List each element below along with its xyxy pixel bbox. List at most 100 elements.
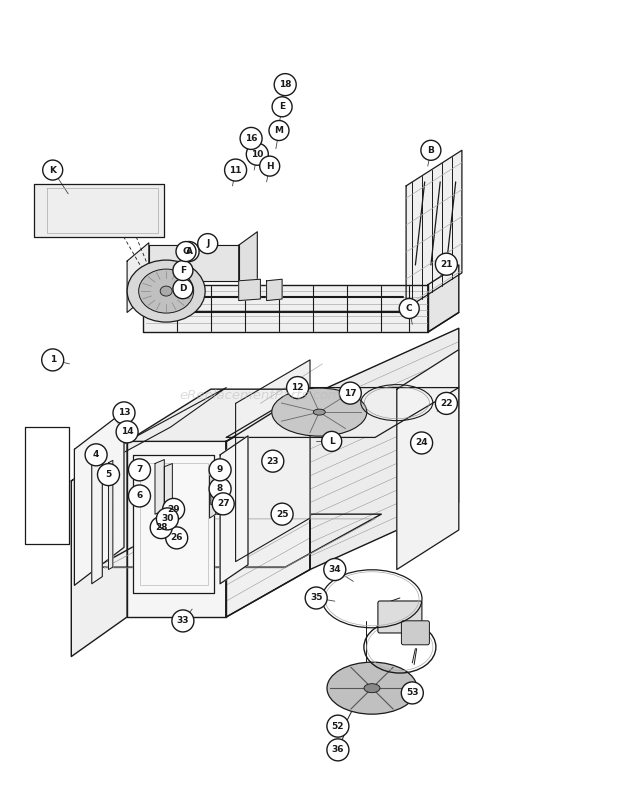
Text: B: B: [427, 146, 435, 155]
Polygon shape: [226, 396, 310, 617]
Text: 12: 12: [291, 383, 304, 392]
Circle shape: [172, 610, 194, 632]
Text: eReplacementParts.com: eReplacementParts.com: [179, 389, 342, 402]
Text: 1: 1: [50, 355, 56, 365]
Ellipse shape: [160, 286, 172, 296]
Circle shape: [262, 450, 284, 472]
Polygon shape: [96, 514, 381, 567]
Text: 52: 52: [332, 721, 344, 731]
Text: 17: 17: [344, 388, 356, 398]
Circle shape: [150, 517, 172, 539]
Polygon shape: [310, 328, 459, 570]
Text: 10: 10: [251, 149, 264, 159]
Text: 5: 5: [105, 470, 112, 479]
Circle shape: [286, 377, 309, 399]
Polygon shape: [92, 447, 102, 584]
Circle shape: [305, 587, 327, 609]
Polygon shape: [226, 389, 310, 617]
Text: 21: 21: [440, 259, 453, 269]
Text: 13: 13: [118, 408, 130, 418]
Text: 6: 6: [136, 491, 143, 501]
Polygon shape: [127, 437, 226, 617]
Circle shape: [166, 527, 188, 549]
Circle shape: [43, 160, 63, 180]
Polygon shape: [71, 388, 226, 481]
Text: 4: 4: [93, 450, 99, 460]
Circle shape: [176, 241, 196, 262]
Text: 33: 33: [177, 616, 189, 626]
Polygon shape: [226, 388, 459, 437]
Circle shape: [156, 508, 179, 530]
FancyBboxPatch shape: [378, 601, 422, 633]
Polygon shape: [397, 350, 459, 570]
Text: A: A: [185, 247, 193, 256]
Text: H: H: [266, 161, 273, 171]
Text: C: C: [406, 304, 412, 313]
Text: F: F: [180, 266, 186, 275]
Circle shape: [421, 140, 441, 161]
Circle shape: [327, 715, 349, 737]
Polygon shape: [428, 265, 459, 332]
Circle shape: [324, 558, 346, 581]
Text: 30: 30: [161, 514, 174, 524]
Circle shape: [212, 493, 234, 515]
Circle shape: [339, 382, 361, 404]
Polygon shape: [108, 460, 113, 570]
Text: 7: 7: [136, 465, 143, 475]
Circle shape: [272, 97, 292, 117]
Text: 8: 8: [217, 484, 223, 494]
Ellipse shape: [127, 260, 205, 322]
Text: 34: 34: [329, 565, 341, 574]
Circle shape: [240, 127, 262, 149]
Circle shape: [435, 253, 458, 275]
Text: 23: 23: [267, 456, 279, 466]
Circle shape: [128, 485, 151, 507]
Text: 24: 24: [415, 438, 428, 448]
Text: 9: 9: [217, 465, 223, 475]
Circle shape: [116, 421, 138, 443]
Text: 11: 11: [229, 165, 242, 175]
Text: 53: 53: [406, 688, 419, 698]
Text: D: D: [179, 284, 187, 293]
Text: M: M: [275, 126, 283, 135]
Ellipse shape: [139, 269, 193, 313]
Text: 29: 29: [167, 505, 180, 514]
Polygon shape: [143, 285, 428, 332]
Polygon shape: [34, 184, 164, 237]
Text: 28: 28: [155, 523, 167, 532]
Circle shape: [85, 444, 107, 466]
Ellipse shape: [327, 662, 417, 714]
Ellipse shape: [272, 388, 367, 436]
Circle shape: [399, 298, 419, 319]
Text: 18: 18: [279, 80, 291, 89]
FancyBboxPatch shape: [401, 621, 430, 645]
Circle shape: [128, 459, 151, 481]
Polygon shape: [239, 279, 260, 301]
Polygon shape: [236, 360, 310, 562]
Polygon shape: [149, 245, 239, 281]
Circle shape: [113, 402, 135, 424]
Circle shape: [410, 432, 433, 454]
Circle shape: [269, 120, 289, 141]
Polygon shape: [211, 485, 220, 505]
Ellipse shape: [313, 409, 326, 415]
Text: 26: 26: [170, 533, 183, 543]
Polygon shape: [71, 441, 127, 657]
Text: 22: 22: [440, 399, 453, 408]
Circle shape: [322, 431, 342, 452]
Polygon shape: [74, 411, 124, 585]
Polygon shape: [220, 436, 248, 584]
Text: 36: 36: [332, 745, 344, 755]
Circle shape: [260, 156, 280, 176]
Polygon shape: [133, 455, 214, 593]
Circle shape: [274, 74, 296, 96]
Circle shape: [246, 143, 268, 165]
Text: K: K: [49, 165, 56, 175]
Circle shape: [173, 260, 193, 281]
Text: 27: 27: [217, 499, 229, 509]
Text: 35: 35: [310, 593, 322, 603]
Circle shape: [42, 349, 64, 371]
Circle shape: [162, 498, 185, 520]
Circle shape: [179, 241, 199, 262]
Polygon shape: [127, 243, 149, 312]
